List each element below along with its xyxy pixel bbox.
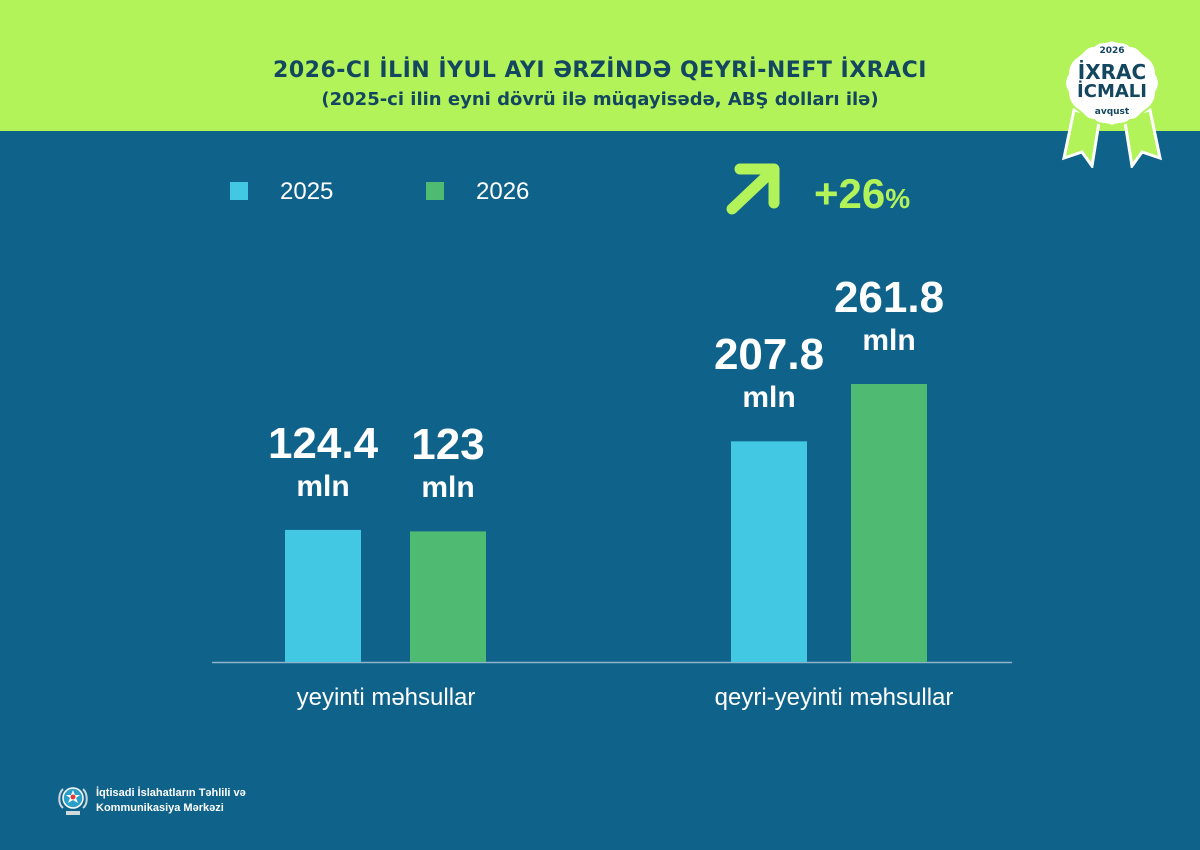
organization-name-line-2: Kommunikasiya Mərkəzi	[96, 801, 224, 814]
legend-label-2025: 2025	[280, 178, 334, 205]
value-unit: mln	[742, 381, 796, 415]
arrow-up-right-icon	[726, 163, 780, 215]
value-label-food-2026: 123 mln	[378, 423, 518, 503]
category-label-food: yeyinti məhsullar	[296, 684, 476, 711]
growth-value: +26	[814, 170, 886, 217]
page-subtitle: (2025-ci ilin eyni dövrü ilə müqayisədə,…	[321, 89, 879, 110]
category-label-non-food: qeyri-yeyinti məhsullar	[714, 684, 954, 711]
badge-seal-icon	[1061, 38, 1163, 170]
organization-name: İqtisadi İslahatların Təhlili və Kommuni…	[96, 786, 246, 816]
value-number: 207.8	[713, 330, 825, 380]
bar-non-food-2025	[731, 441, 807, 662]
value-unit: mln	[296, 469, 350, 503]
badge-line-1: İXRAC	[1077, 60, 1147, 84]
growth-unit: %	[885, 183, 911, 214]
header-band	[0, 0, 1200, 131]
emblem-icon	[58, 787, 88, 815]
value-label-food-2025: 124.4 mln	[253, 418, 393, 503]
value-label-non-food-2025: 207.8 mln	[699, 333, 839, 413]
bar-non-food-2026	[851, 384, 927, 662]
page-title: 2026-CI İLİN İYUL AYI ƏRZİNDƏ QEYRİ-NEFT…	[273, 58, 927, 83]
legend-label-2026: 2026	[476, 178, 530, 205]
badge-line-2: İCMALI	[1077, 81, 1147, 102]
summary-badge: 2026 İXRAC İCMALI avqust	[1060, 38, 1164, 170]
bar-food-2025	[285, 529, 361, 662]
value-number: 123	[411, 420, 485, 470]
value-unit: mln	[421, 471, 475, 505]
legend-swatch-2026	[426, 182, 444, 200]
legend-swatch-2025	[230, 182, 248, 200]
bar-food-2026	[410, 531, 486, 662]
value-number: 124.4	[267, 418, 379, 468]
growth-indicator: +26%	[814, 170, 910, 218]
badge-year: 2026	[1099, 46, 1125, 56]
value-unit: mln	[862, 324, 916, 357]
value-label-non-food-2026: 261.8 mln	[819, 276, 959, 356]
value-number: 261.8	[833, 273, 945, 322]
organization-name-line-1: İqtisadi İslahatların Təhlili və	[96, 787, 246, 799]
badge-month: avqust	[1094, 107, 1130, 117]
